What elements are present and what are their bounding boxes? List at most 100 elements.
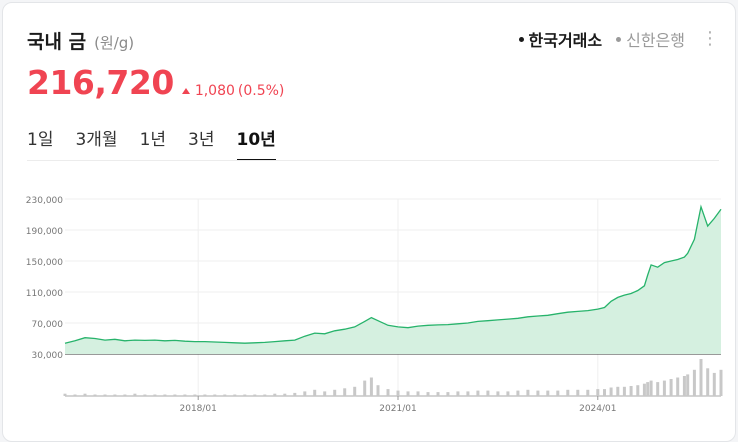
volume-bar [83,393,87,396]
tab-1y[interactable]: 1년 [139,130,167,150]
price-change-percent: (0.5%) [237,83,285,99]
period-tabs: 1일 3개월 1년 3년 10년 [27,121,298,161]
price-row: 216,720 1,080 (0.5%) [27,63,284,102]
tab-3y[interactable]: 3년 [188,130,215,150]
volume-bar [576,389,580,396]
source-krx-label: 한국거래소 [528,31,603,50]
volume-bar [233,394,237,396]
tab-3m[interactable]: 3개월 [75,130,118,150]
volume-bar [586,389,590,396]
y-tick-label: 150,000 [26,258,63,268]
volume-bar [123,394,127,396]
price-line [64,204,722,344]
volume-bar [669,379,673,396]
volume-bar [682,376,686,396]
volume-bar [446,392,450,396]
volume-bar [456,391,460,396]
volume-bar [353,386,357,397]
more-vertical-icon[interactable]: ⋮ [701,28,719,49]
price-change: 1,080 (0.5%) [181,83,285,99]
volume-bar [369,377,373,396]
volume-bar [646,382,650,396]
volume-bar [363,380,367,396]
volume-bar [263,394,267,396]
source-shinhan[interactable]: 신한은행 [616,27,685,51]
volume-bar [642,383,646,396]
volume-bar [556,390,560,396]
volume-bar [343,388,347,396]
volume-bar [63,393,67,396]
volume-bar [243,394,247,396]
volume-bar [73,394,77,396]
selected-dot-icon [518,36,524,42]
tab-1d[interactable]: 1일 [27,130,54,150]
volume-bar [293,392,297,396]
y-tick-label: 230,000 [26,196,63,206]
volume-bar [416,391,420,396]
price-unit: (원/g) [94,34,135,52]
volume-bar [506,391,510,396]
x-axis-ticks: 2018/01 2021/01 2024/01 [180,396,616,414]
volume-bar [113,394,117,396]
volume-bar [546,390,550,396]
y-tick-label: 30,000 [32,351,64,361]
x-tick-label: 2024/01 [579,404,616,414]
volume-bar [656,382,660,396]
volume-bar [213,394,217,396]
tab-10y[interactable]: 10년 [236,121,277,161]
x-tick-label: 2021/01 [379,404,416,414]
dot-icon [616,36,622,42]
volume-bar [253,394,257,396]
y-tick-label: 70,000 [32,320,64,330]
volume-bar [406,391,410,396]
volume-bar [616,386,620,397]
y-tick-label: 190,000 [26,227,63,237]
volume-bar [163,394,167,396]
source-krx[interactable]: 한국거래소 [518,27,603,51]
volume-bar [183,394,187,396]
volume-bar [103,394,107,396]
volume-bar [699,359,703,396]
current-price: 216,720 [27,63,174,102]
volume-bar [426,392,430,396]
volume-bar [622,386,626,397]
volume-bar [333,389,337,396]
price-chart[interactable]: 230,000 190,000 150,000 110,000 70,000 30,000… [3,181,737,431]
volume-bar [662,380,666,396]
volume-bars [63,359,723,397]
price-area-fill [65,206,721,354]
x-tick-label: 2018/01 [180,404,217,414]
volume-bar [686,374,690,396]
volume-bar [386,389,390,396]
up-triangle-icon [181,88,190,94]
price-change-amount: 1,080 [194,83,235,99]
volume-bar [649,380,653,396]
volume-bar [396,390,400,396]
volume-bar [193,394,197,396]
volume-bar [536,390,540,396]
source-selector: 한국거래소 신한은행 ⋮ [518,27,719,51]
volume-bar [706,368,710,397]
volume-bar [153,394,157,396]
volume-bar [466,391,470,396]
volume-bar [516,390,520,396]
volume-bar [133,393,137,396]
volume-bar [313,389,317,396]
volume-bar [476,390,480,396]
volume-bar [376,385,380,396]
volume-bar [273,393,277,396]
volume-bar [676,377,680,396]
volume-bar [719,369,723,396]
volume-bar [486,390,490,396]
volume-bar [143,394,147,396]
volume-bar [636,385,640,396]
volume-bar [596,389,600,396]
volume-bar [303,391,307,396]
volume-bar [173,394,177,396]
volume-bar [609,387,613,396]
volume-bar [203,394,207,396]
volume-bar [93,394,97,396]
tabs-divider [27,160,719,161]
volume-bar [223,394,227,396]
